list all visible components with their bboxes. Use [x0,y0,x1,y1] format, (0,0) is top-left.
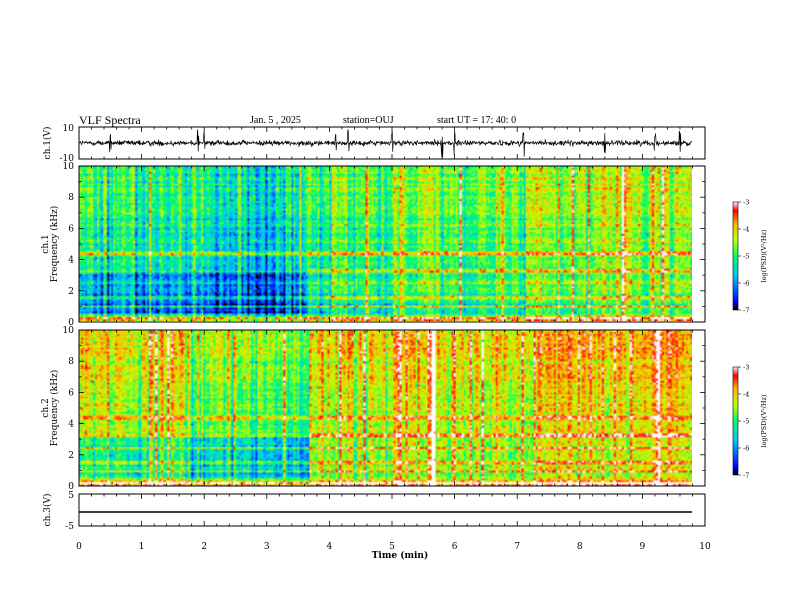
colorbar-tick-label: -3 [743,199,749,207]
ch1-ylabel: ch.1(V) [42,127,53,160]
freq-tick-label: 6 [68,224,74,234]
freq-tick-label: 2 [68,451,74,461]
x-tick-label: 1 [139,542,145,552]
freq-tick-label: 8 [68,193,74,203]
ch1-spectrogram-image [79,166,692,321]
freq-tick-label: 0 [68,482,74,492]
date-label: Jan. 5 , 2025 [250,115,301,126]
x-tick-label: 2 [201,542,207,552]
ch1-ytick-bottom: -10 [60,154,75,164]
x-tick-label: 0 [76,542,82,552]
ch1-spec-ylabel-line1: ch.1 [41,234,51,253]
colorbar-tick-label: -6 [743,280,749,288]
ch3-ytick-bottom: -5 [65,522,74,532]
x-tick-label: 6 [452,542,458,552]
freq-tick-label: 6 [68,388,74,398]
freq-tick-label: 10 [63,326,75,336]
ch2-spec-ylabel-line1: ch.2 [41,398,51,417]
x-tick-label: 7 [514,542,520,552]
ch2-spec-ylabel-line2: Frequency (kHz) [49,370,60,447]
colorbar-tick-label: -7 [743,307,749,315]
ch1-waveform-trace [78,129,693,158]
colorbar-1-label: log(PSD)(V²/Hz) [760,229,768,282]
x-tick-label: 9 [640,542,646,552]
freq-tick-label: 2 [68,287,74,297]
freq-tick-label: 4 [68,420,74,430]
ch3-ytick-top: 5 [68,491,74,501]
ch3-ylabel: ch.3(V) [42,494,53,527]
colorbar-2 [732,366,739,476]
station-label: station=OUJ [343,115,394,126]
colorbar-tick-label: -3 [743,364,749,372]
colorbar-2-label: log(PSD)(V²/Hz) [760,394,768,447]
freq-tick-label: 0 [68,318,74,328]
chart-title: VLF Spectra [79,113,141,127]
colorbar-tick-label: -4 [743,391,749,399]
colorbar-tick-label: -4 [743,226,749,234]
colorbar-tick-label: -7 [743,472,749,480]
x-tick-label: 10 [699,542,711,552]
x-tick-label: 4 [327,542,333,552]
colorbar-1 [732,201,739,311]
freq-tick-label: 8 [68,357,74,367]
x-tick-label: 5 [389,542,395,552]
colorbar-tick-label: -5 [743,253,749,261]
x-tick-label: 8 [577,542,583,552]
colorbar-tick-label: -5 [743,418,749,426]
colorbar-tick-label: -6 [743,445,749,453]
x-axis-label: Time (min) [372,550,429,561]
x-tick-label: 3 [264,542,270,552]
freq-tick-label: 4 [68,256,74,266]
ch1-spec-ylabel-line2: Frequency (kHz) [49,206,60,283]
freq-tick-label: 10 [63,162,75,172]
ch1-ytick-top: 10 [63,124,75,134]
start-time-label: start UT = 17: 40: 0 [437,115,517,126]
ch2-spectrogram-image [79,330,692,486]
